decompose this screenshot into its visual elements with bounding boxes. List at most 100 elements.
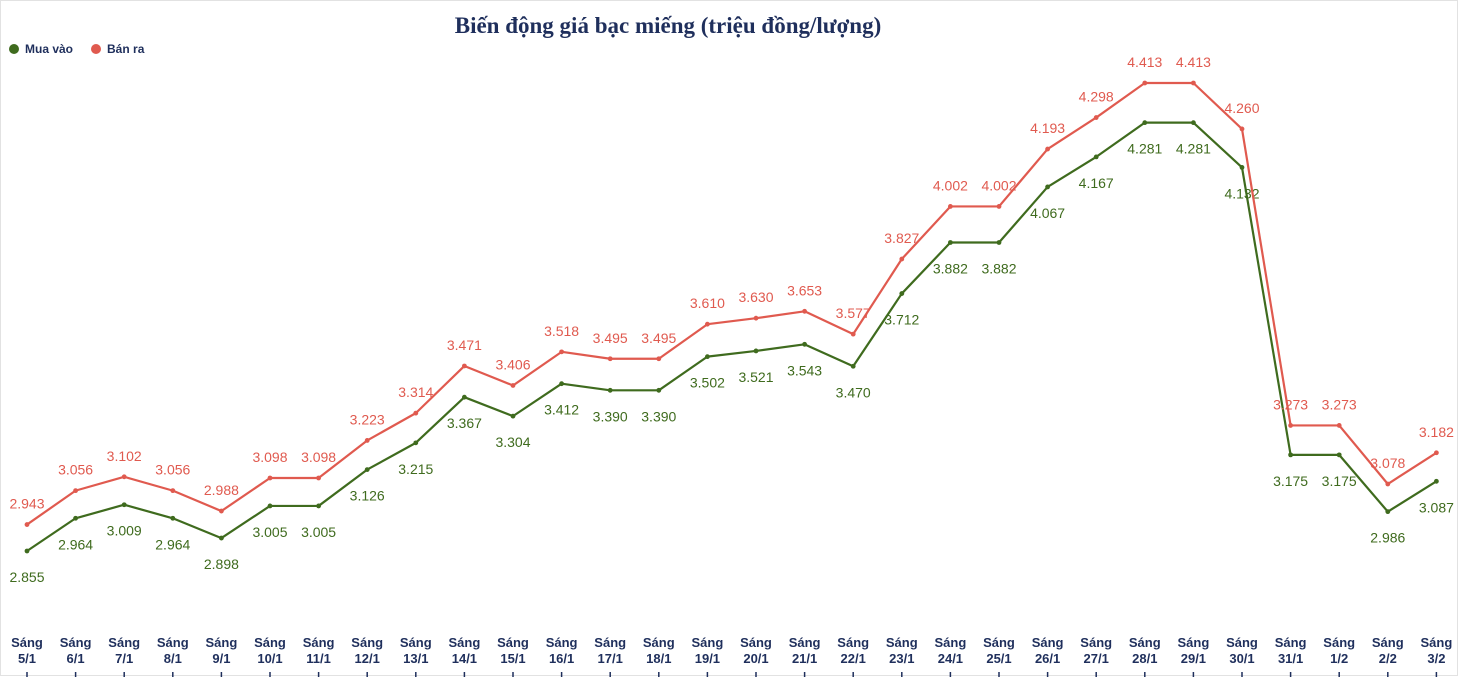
legend-swatch-mua-vao	[9, 44, 19, 54]
x-tick-label: Sáng 11/1	[303, 635, 335, 666]
data-label-mua-vao: 4.067	[1030, 205, 1065, 221]
data-label-ban-ra: 4.260	[1224, 100, 1259, 116]
data-point-mua-vao[interactable]	[24, 548, 30, 554]
data-label-mua-vao: 3.543	[787, 362, 822, 378]
data-point-ban-ra[interactable]	[413, 410, 419, 416]
data-point-ban-ra[interactable]	[705, 321, 710, 327]
data-point-ban-ra[interactable]	[1385, 481, 1391, 487]
data-point-mua-vao[interactable]	[802, 341, 807, 347]
data-label-mua-vao: 2.964	[58, 536, 93, 552]
data-point-mua-vao[interactable]	[413, 440, 419, 446]
data-point-ban-ra[interactable]	[1142, 80, 1148, 86]
legend-item-ban-ra[interactable]: Bán ra	[91, 42, 144, 56]
data-point-mua-vao[interactable]	[850, 363, 856, 369]
data-point-ban-ra[interactable]	[121, 474, 127, 480]
data-point-ban-ra[interactable]	[948, 204, 953, 209]
data-point-ban-ra[interactable]	[1093, 115, 1099, 120]
data-label-ban-ra: 2.988	[204, 482, 239, 498]
data-point-mua-vao[interactable]	[607, 387, 613, 393]
data-point-mua-vao[interactable]	[899, 291, 905, 296]
data-label-mua-vao: 3.712	[884, 312, 919, 328]
data-point-mua-vao[interactable]	[1336, 452, 1342, 458]
data-point-ban-ra[interactable]	[802, 308, 807, 314]
x-tick-label: Sáng 29/1	[1178, 635, 1210, 666]
data-point-mua-vao[interactable]	[753, 348, 759, 354]
data-point-mua-vao[interactable]	[267, 503, 273, 509]
x-tick-label: Sáng 21/1	[789, 635, 821, 666]
data-point-mua-vao[interactable]	[219, 535, 224, 541]
data-point-ban-ra[interactable]	[462, 363, 467, 369]
x-tick-label: Sáng 14/1	[449, 635, 481, 666]
data-label-mua-vao: 4.281	[1127, 141, 1162, 157]
data-point-ban-ra[interactable]	[996, 204, 1002, 209]
data-label-mua-vao: 2.855	[9, 569, 44, 585]
data-label-ban-ra: 3.518	[544, 323, 579, 339]
data-point-ban-ra[interactable]	[656, 356, 662, 362]
data-point-ban-ra[interactable]	[899, 256, 905, 262]
data-label-ban-ra: 3.406	[495, 356, 530, 372]
x-tick-label: Sáng 20/1	[740, 635, 772, 666]
data-point-ban-ra[interactable]	[364, 438, 370, 443]
data-point-mua-vao[interactable]	[121, 502, 127, 508]
data-label-ban-ra: 3.102	[107, 448, 142, 464]
data-point-mua-vao[interactable]	[996, 240, 1002, 245]
data-point-ban-ra[interactable]	[607, 356, 613, 362]
data-point-mua-vao[interactable]	[316, 503, 321, 509]
data-point-mua-vao[interactable]	[510, 413, 516, 419]
data-point-ban-ra[interactable]	[1239, 126, 1245, 132]
x-tick-label: Sáng 25/1	[983, 635, 1015, 666]
data-point-mua-vao[interactable]	[1142, 120, 1148, 126]
data-point-ban-ra[interactable]	[170, 488, 176, 494]
legend-item-mua-vao[interactable]: Mua vào	[9, 42, 73, 56]
data-point-ban-ra[interactable]	[850, 331, 856, 337]
x-tick-label: Sáng 18/1	[643, 635, 675, 666]
data-point-ban-ra[interactable]	[1288, 423, 1293, 428]
data-point-mua-vao[interactable]	[656, 387, 662, 393]
data-point-ban-ra[interactable]	[1045, 146, 1050, 152]
data-point-ban-ra[interactable]	[24, 522, 30, 527]
data-point-mua-vao[interactable]	[1288, 452, 1293, 458]
data-point-mua-vao[interactable]	[170, 515, 176, 521]
x-tick-label: Sáng 10/1	[254, 635, 286, 666]
data-point-mua-vao[interactable]	[1093, 154, 1099, 160]
x-tick-label: Sáng 7/1	[108, 635, 140, 666]
chart-title: Biến động giá bạc miếng (triệu đồng/lượn…	[454, 13, 882, 38]
data-label-ban-ra: 2.943	[9, 496, 44, 512]
data-point-mua-vao[interactable]	[1239, 165, 1245, 170]
x-tick-label: Sáng 16/1	[546, 635, 578, 666]
x-tick-label: Sáng 15/1	[497, 635, 529, 666]
data-point-mua-vao[interactable]	[462, 394, 467, 400]
data-point-mua-vao[interactable]	[73, 515, 78, 521]
x-tick-label: Sáng 24/1	[935, 635, 967, 666]
data-point-ban-ra[interactable]	[316, 475, 321, 481]
data-point-ban-ra[interactable]	[1434, 450, 1439, 456]
data-point-mua-vao[interactable]	[1191, 120, 1196, 126]
data-point-mua-vao[interactable]	[559, 381, 564, 387]
data-label-ban-ra: 3.495	[641, 330, 676, 346]
x-tick-label: Sáng 3/2	[1421, 635, 1453, 666]
data-point-ban-ra[interactable]	[559, 349, 564, 355]
legend: Mua vào Bán ra	[9, 42, 162, 56]
legend-swatch-ban-ra	[91, 44, 102, 54]
data-point-ban-ra[interactable]	[219, 508, 224, 514]
data-point-mua-vao[interactable]	[948, 240, 953, 245]
data-label-ban-ra: 3.273	[1322, 396, 1357, 412]
data-point-ban-ra[interactable]	[753, 315, 759, 321]
data-point-mua-vao[interactable]	[1045, 184, 1050, 190]
data-label-ban-ra: 3.223	[350, 411, 385, 427]
data-point-ban-ra[interactable]	[510, 383, 516, 388]
x-tick-label: Sáng 2/2	[1372, 635, 1404, 666]
data-point-ban-ra[interactable]	[1191, 80, 1196, 86]
data-point-mua-vao[interactable]	[1385, 509, 1391, 515]
data-point-ban-ra[interactable]	[73, 488, 78, 494]
data-label-ban-ra: 3.495	[593, 330, 628, 346]
data-point-mua-vao[interactable]	[1434, 478, 1439, 484]
data-label-mua-vao: 3.412	[544, 402, 579, 418]
data-label-ban-ra: 3.471	[447, 337, 482, 353]
data-label-mua-vao: 3.126	[350, 488, 385, 504]
data-point-mua-vao[interactable]	[364, 467, 370, 472]
data-point-mua-vao[interactable]	[705, 354, 710, 360]
data-label-mua-vao: 2.898	[204, 556, 239, 572]
data-point-ban-ra[interactable]	[267, 475, 273, 481]
data-point-ban-ra[interactable]	[1336, 423, 1342, 428]
